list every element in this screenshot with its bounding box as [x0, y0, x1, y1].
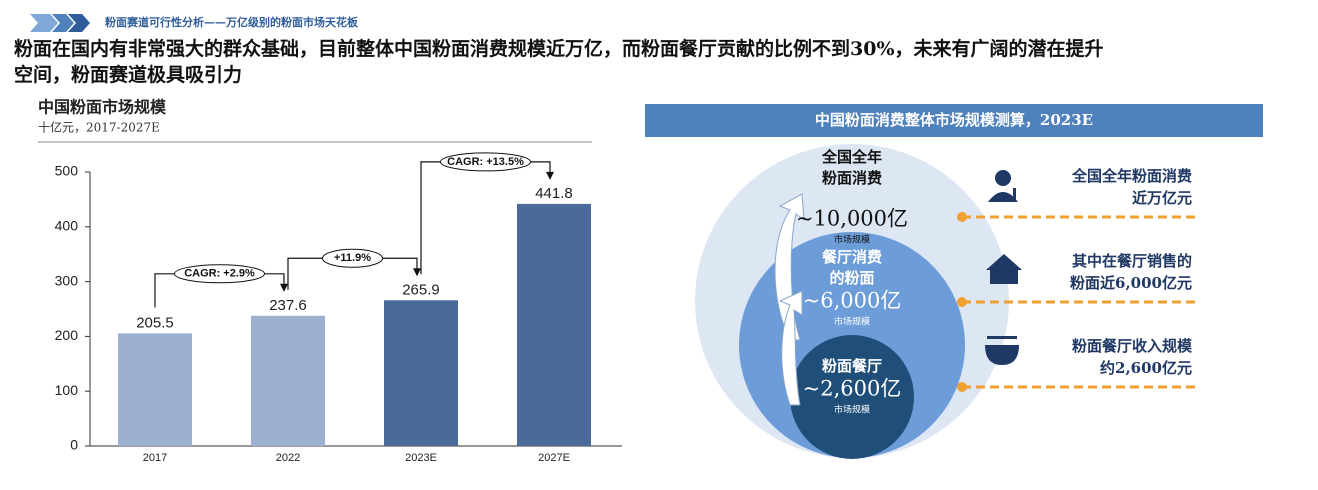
chart-subtitle: 十亿元，2017-2027E: [38, 120, 160, 135]
value-label: 237.6: [269, 297, 307, 314]
circle-value: ~6,000亿: [803, 289, 902, 313]
diagram-title: 中国粉面消费整体市场规模测算，2023E: [815, 111, 1093, 129]
cagr-label: +11.9%: [334, 252, 371, 264]
circle-note: 市场规模: [834, 316, 870, 328]
cagr-label: CAGR: +2.9%: [184, 268, 255, 280]
arrow-head: [413, 268, 421, 277]
cagr-bubble: [174, 264, 265, 284]
circle-label: 全国全年: [821, 148, 882, 166]
y-tick-label: 400: [55, 218, 79, 234]
circle-note: 市场规模: [834, 234, 870, 246]
circle-label: 粉面餐厅: [822, 357, 882, 375]
item-text: 其中在餐厅销售的: [1072, 252, 1192, 270]
circle-value: ~10,000亿: [796, 207, 908, 231]
bar: [118, 333, 192, 446]
bar: [251, 315, 325, 446]
item-text: 约2,600亿元: [1100, 359, 1192, 377]
headline: 粉面在国内有非常强大的群众基础，目前整体中国粉面消费规模近万亿，而粉面餐厅贡献的…: [14, 37, 1104, 60]
bar: [517, 203, 591, 446]
circle-label: 粉面消费: [822, 169, 882, 187]
item-text: 全国全年粉面消费: [1071, 167, 1192, 185]
value-label: 441.8: [535, 185, 573, 202]
circle-label: 餐厅消费: [822, 248, 882, 266]
value-label: 265.9: [402, 281, 440, 298]
y-tick-label: 200: [55, 327, 79, 343]
breadcrumb: 粉面赛道可行性分析——万亿级别的粉面市场天花板: [105, 15, 359, 29]
circle-note: 市场规模: [834, 404, 870, 416]
circle-value: ~2,600亿: [803, 377, 902, 401]
x-tick-label: 2023E: [405, 452, 437, 464]
cagr-bubble: [440, 152, 531, 172]
x-tick-label: 2017: [143, 452, 167, 464]
icons: [985, 170, 1022, 365]
x-tick-label: 2027E: [538, 452, 570, 464]
y-tick-label: 300: [55, 272, 79, 288]
headline: 空间，粉面赛道极具吸引力: [14, 63, 242, 86]
cagr-label: CAGR: +13.5%: [447, 156, 524, 168]
value-label: 205.5: [136, 314, 174, 331]
chart-title: 中国粉面市场规模: [38, 98, 167, 117]
y-tick-label: 500: [55, 163, 79, 179]
inner-circle: [790, 335, 914, 459]
arrow-head: [546, 171, 554, 180]
leader-dot: [957, 297, 967, 307]
y-tick-label: 100: [55, 382, 79, 398]
circle-label: 的粉面: [829, 269, 874, 287]
cagr-bubble: [322, 248, 383, 268]
arrow: [778, 290, 803, 406]
bar: [384, 300, 458, 446]
y-tick-label: 0: [70, 437, 78, 453]
chevrons: [30, 14, 90, 32]
diagram-title-bar: [645, 104, 1263, 137]
arrow-head: [280, 283, 288, 292]
item-text: 粉面餐厅收入规模: [1072, 337, 1193, 355]
leader-dot: [957, 212, 967, 222]
item-text: 近万亿元: [1132, 189, 1192, 207]
leader-dot: [957, 382, 967, 392]
x-tick-label: 2022: [276, 452, 300, 464]
item-text: 粉面近6,000亿元: [1070, 274, 1192, 292]
